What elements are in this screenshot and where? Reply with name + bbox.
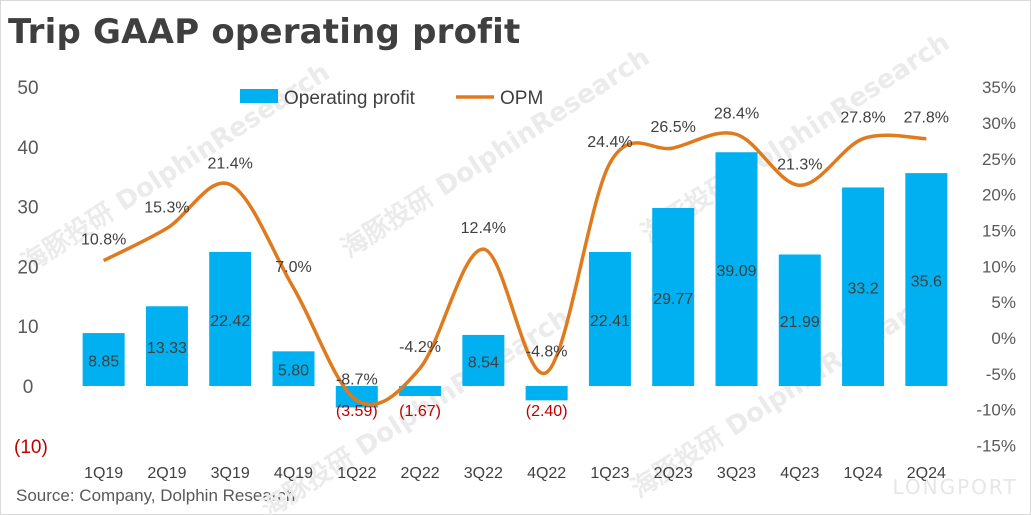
bar: [82, 333, 125, 386]
opm-value-label: 15.3%: [144, 199, 189, 216]
bar-value-label: 8.85: [88, 354, 119, 371]
opm-value-label: 24.4%: [587, 134, 632, 151]
opm-value-label: 21.3%: [777, 156, 822, 173]
opm-value-label: -4.2%: [399, 339, 441, 356]
bar: [209, 251, 252, 386]
bar-value-label: 39.09: [716, 263, 756, 280]
watermark-logo: LONGPORT: [892, 475, 1017, 499]
opm-value-label: -8.7%: [336, 371, 378, 388]
bar-value-label: 22.41: [590, 313, 630, 330]
x-tick-label: 1Q24: [844, 465, 883, 482]
y-right-tick-label: 35%: [982, 78, 1016, 97]
opm-line: [102, 131, 927, 407]
x-tick-label: 3Q22: [464, 465, 503, 482]
y-left-tick-label: 40: [17, 138, 38, 159]
x-tick-label: 3Q23: [717, 465, 756, 482]
x-tick-label: 2Q23: [654, 465, 693, 482]
y-right-tick-label: 15%: [982, 221, 1016, 240]
x-tick-label: 1Q19: [84, 465, 123, 482]
opm-value-label: 27.8%: [904, 110, 949, 127]
bar: [462, 334, 505, 386]
y-left-tick-label: 20: [17, 257, 38, 278]
x-tick-label: 1Q23: [590, 465, 629, 482]
x-tick-label: 4Q19: [274, 465, 313, 482]
y-right-tick-label: 5%: [991, 293, 1016, 312]
y-left-tick-label: 50: [17, 78, 38, 99]
y-left-tick-label: 10: [17, 317, 38, 338]
opm-value-label: 26.5%: [651, 119, 696, 136]
legend-swatch-operating-profit: [240, 89, 278, 103]
y-right-tick-label: -5%: [986, 365, 1016, 384]
legend-label-operating-profit: Operating profit: [284, 88, 416, 109]
x-tick-label: 1Q22: [337, 465, 376, 482]
source-note: Source: Company, Dolphin Research: [16, 486, 296, 505]
bar-value-label: (3.59): [336, 403, 378, 420]
opm-value-label: 7.0%: [275, 259, 311, 276]
opm-value-label: 28.4%: [714, 105, 759, 122]
x-tick-label: 2Q22: [401, 465, 440, 482]
chart-title: Trip GAAP operating profit: [8, 12, 521, 52]
opm-value-label: 27.8%: [840, 110, 885, 127]
y-right-tick-label: 25%: [982, 150, 1016, 169]
bar-value-label: (1.67): [399, 403, 441, 420]
bar: [905, 173, 948, 386]
x-tick-label: 4Q23: [780, 465, 819, 482]
bar-value-label: 29.77: [653, 291, 693, 308]
x-tick-label: 2Q19: [147, 465, 186, 482]
opm-value-label: 10.8%: [81, 232, 126, 249]
y-left-tick-label: 30: [17, 198, 38, 219]
opm-value-label: 21.4%: [208, 156, 253, 173]
bar-value-label: 8.54: [468, 354, 499, 371]
y-right-tick-label: 30%: [982, 114, 1016, 133]
bar-value-label: 5.80: [278, 363, 309, 380]
y-right-tick-label: -10%: [976, 401, 1016, 420]
y-left-tick-label: 0: [23, 377, 34, 398]
opm-value-label: 12.4%: [461, 220, 506, 237]
bar-value-label: 22.42: [210, 313, 250, 330]
bar-value-label: 33.2: [848, 281, 879, 298]
bar: [525, 386, 568, 401]
bar: [588, 251, 631, 386]
opm-value-label: -4.8%: [526, 343, 568, 360]
x-tick-label: 4Q22: [527, 465, 566, 482]
bar-value-label: (2.40): [526, 403, 568, 420]
x-tick-label: 3Q19: [211, 465, 250, 482]
y-right-tick-label: 0%: [991, 329, 1016, 348]
bar: [145, 306, 188, 386]
bar: [272, 351, 315, 386]
legend-label-opm: OPM: [500, 88, 543, 109]
bar: [842, 187, 885, 386]
y-right-tick-label: 20%: [982, 186, 1016, 205]
bar-value-label: 35.6: [911, 274, 942, 291]
bar: [715, 152, 758, 386]
bar: [652, 207, 695, 386]
x-tick-label: 2Q24: [907, 465, 946, 482]
bar: [399, 386, 442, 396]
bar-value-label: 13.33: [147, 340, 187, 357]
bar: [778, 254, 821, 386]
y-left-tick-label: (10): [14, 437, 48, 458]
y-right-tick-label: -15%: [976, 437, 1016, 456]
y-right-tick-label: 10%: [982, 257, 1016, 276]
bar-value-label: 21.99: [780, 314, 820, 331]
